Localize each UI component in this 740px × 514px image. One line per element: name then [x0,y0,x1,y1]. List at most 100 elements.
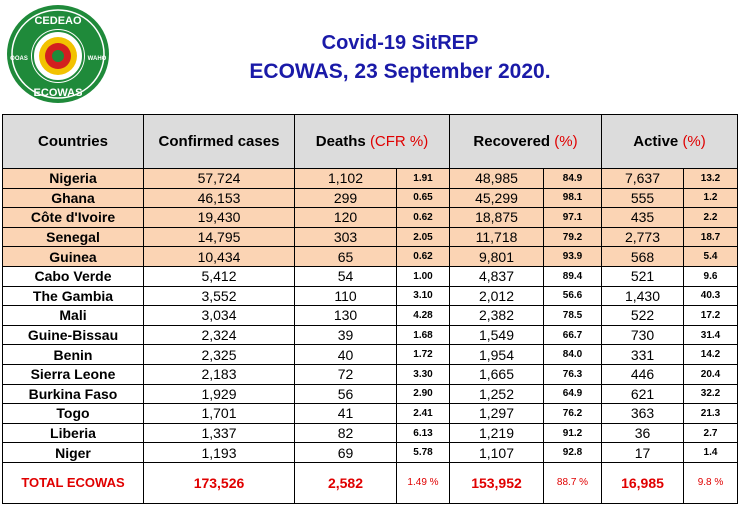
table-row: Nigeria 57,724 1,102 1.91 48,985 84.9 7,637 13.… [2,168,738,189]
total-active: 16,985 [601,461,684,504]
active-pct-cell: 32.2 [683,383,738,405]
active-cell: 331 [601,344,684,365]
active-cell: 1,430 [601,285,684,307]
header-confirmed: Confirmed cases [143,114,295,169]
recovered-cell: 1,954 [449,344,544,365]
deaths-cell: 72 [294,363,397,385]
recovered-pct-cell: 93.9 [543,246,602,267]
deaths-cell: 1,102 [294,168,397,189]
deaths-cell: 120 [294,207,397,228]
recovered-pct-cell: 92.8 [543,442,602,463]
confirmed-cell: 2,325 [143,344,295,365]
deaths-cell: 110 [294,285,397,307]
table-row: Ghana 46,153 299 0.65 45,299 98.1 555 1.2 [2,187,738,209]
active-pct-cell: 1.2 [683,187,738,209]
deaths-cell: 303 [294,226,397,248]
covid-table: Countries Confirmed cases Deaths (CFR %)… [2,114,738,504]
total-active-pct: 9.8 % [683,461,738,504]
active-pct-cell: 5.4 [683,246,738,267]
confirmed-cell: 2,183 [143,363,295,385]
total-deaths: 2,582 [294,461,397,504]
deaths-cell: 299 [294,187,397,209]
active-cell: 363 [601,403,684,424]
active-pct-cell: 2.7 [683,422,738,444]
table-row: The Gambia 3,552 110 3.10 2,012 56.6 1,430 40.3 [2,285,738,307]
confirmed-cell: 14,795 [143,226,295,248]
country-cell: Sierra Leone [2,363,144,385]
deaths-cell: 69 [294,442,397,463]
table-row: Liberia 1,337 82 6.13 1,219 91.2 36 2.7 [2,422,738,444]
country-cell: Côte d'Ivoire [2,207,144,228]
header-row: Countries Confirmed cases Deaths (CFR %)… [2,114,738,169]
total-row: TOTAL ECOWAS 173,526 2,582 1.49 % 153,95… [2,461,738,504]
recovered-cell: 1,252 [449,383,544,405]
table-row: Benin 2,325 40 1.72 1,954 84.0 331 14.2 [2,344,738,365]
confirmed-cell: 1,337 [143,422,295,444]
active-cell: 2,773 [601,226,684,248]
active-cell: 522 [601,305,684,326]
table-row: Niger 1,193 69 5.78 1,107 92.8 17 1.4 [2,442,738,463]
deaths-cell: 39 [294,324,397,346]
recovered-cell: 9,801 [449,246,544,267]
cfr-cell: 1.91 [396,168,450,189]
svg-text:CEDEAO: CEDEAO [34,15,82,27]
recovered-cell: 4,837 [449,265,544,287]
table-row: Mali 3,034 130 4.28 2,382 78.5 522 17.2 [2,305,738,326]
confirmed-cell: 3,552 [143,285,295,307]
recovered-cell: 1,549 [449,324,544,346]
active-pct-cell: 13.2 [683,168,738,189]
recovered-pct-cell: 76.2 [543,403,602,424]
cfr-cell: 1.00 [396,265,450,287]
table-row: Burkina Faso 1,929 56 2.90 1,252 64.9 621 32.2 [2,383,738,405]
confirmed-cell: 2,324 [143,324,295,346]
country-cell: Ghana [2,187,144,209]
country-cell: Cabo Verde [2,265,144,287]
total-confirmed: 173,526 [143,461,295,504]
recovered-cell: 18,875 [449,207,544,228]
recovered-pct-cell: 79.2 [543,226,602,248]
country-cell: Liberia [2,422,144,444]
recovered-pct-cell: 91.2 [543,422,602,444]
active-pct-cell: 1.4 [683,442,738,463]
deaths-cell: 54 [294,265,397,287]
svg-text:ECOWAS: ECOWAS [34,87,83,99]
country-cell: Niger [2,442,144,463]
recovered-cell: 1,297 [449,403,544,424]
active-cell: 17 [601,442,684,463]
recovered-pct-cell: 84.0 [543,344,602,365]
confirmed-cell: 19,430 [143,207,295,228]
active-cell: 555 [601,187,684,209]
active-pct-cell: 18.7 [683,226,738,248]
active-pct-cell: 17.2 [683,305,738,326]
active-cell: 621 [601,383,684,405]
cfr-cell: 0.62 [396,246,450,267]
cfr-cell: 0.65 [396,187,450,209]
table-row: Côte d'Ivoire 19,430 120 0.62 18,875 97.1 435 2… [2,207,738,228]
recovered-pct-cell: 97.1 [543,207,602,228]
recovered-pct-cell: 78.5 [543,305,602,326]
country-cell: Togo [2,403,144,424]
recovered-pct-cell: 56.6 [543,285,602,307]
total-recovered-pct: 88.7 % [543,461,602,504]
active-pct-cell: 20.4 [683,363,738,385]
recovered-cell: 11,718 [449,226,544,248]
country-cell: Senegal [2,226,144,248]
cfr-cell: 6.13 [396,422,450,444]
deaths-cell: 130 [294,305,397,326]
recovered-cell: 1,665 [449,363,544,385]
country-cell: Guine-Bissau [2,324,144,346]
cfr-cell: 0.62 [396,207,450,228]
active-cell: 521 [601,265,684,287]
cfr-cell: 2.05 [396,226,450,248]
svg-text:WAHO: WAHO [88,56,107,62]
confirmed-cell: 1,929 [143,383,295,405]
active-cell: 435 [601,207,684,228]
confirmed-cell: 46,153 [143,187,295,209]
deaths-cell: 65 [294,246,397,267]
recovered-pct-cell: 89.4 [543,265,602,287]
recovered-pct-cell: 64.9 [543,383,602,405]
total-recovered: 153,952 [449,461,544,504]
country-cell: Benin [2,344,144,365]
cfr-cell: 2.90 [396,383,450,405]
total-cfr: 1.49 % [396,461,450,504]
